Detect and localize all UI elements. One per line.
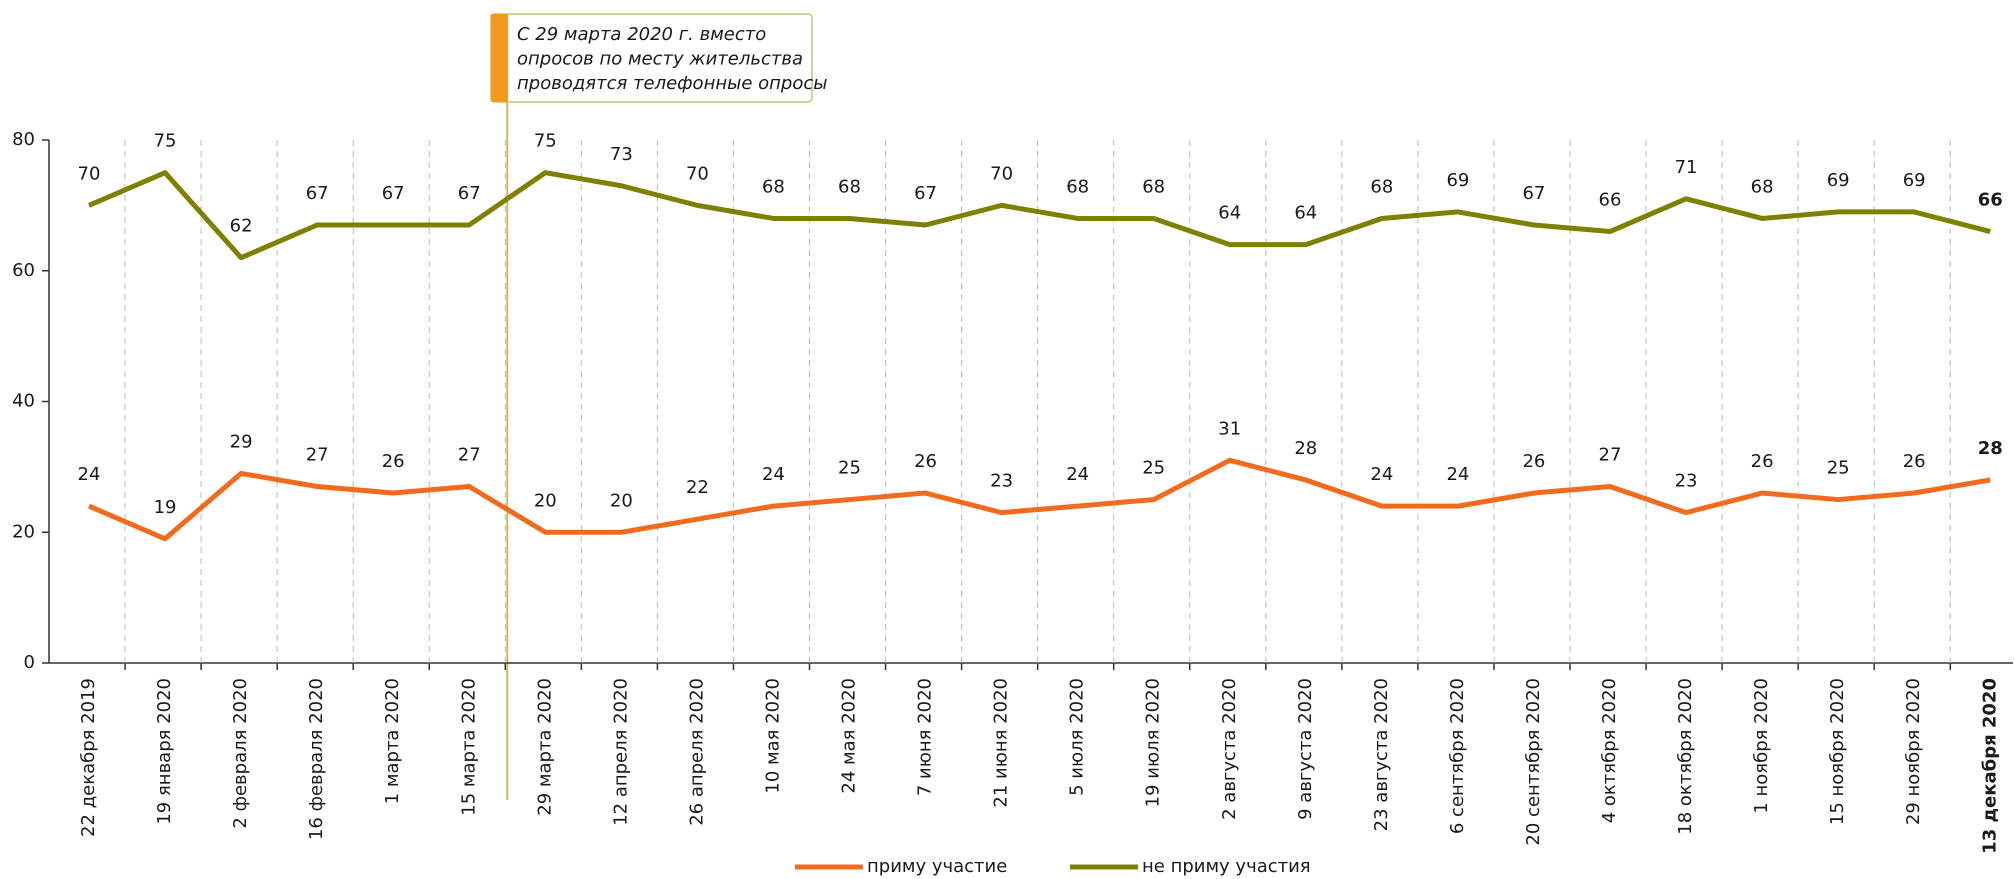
data-label: 24 bbox=[1370, 464, 1393, 485]
data-label: 28 bbox=[1978, 438, 2003, 459]
data-label: 24 bbox=[1066, 464, 1089, 485]
data-label: 26 bbox=[1903, 451, 1926, 472]
x-tick-label: 5 июля 2020 bbox=[1067, 678, 1088, 796]
data-label: 67 bbox=[914, 183, 937, 204]
data-label: 71 bbox=[1675, 157, 1698, 178]
x-tick-label: 19 января 2020 bbox=[154, 678, 175, 825]
data-label: 64 bbox=[1218, 203, 1241, 224]
annotation-text: проводятся телефонные опросы bbox=[517, 73, 827, 94]
x-tick-label: 2 февраля 2020 bbox=[230, 678, 251, 829]
data-label: 70 bbox=[990, 163, 1013, 184]
x-tick-label: 20 сентября 2020 bbox=[1523, 678, 1544, 846]
data-label: 25 bbox=[1142, 458, 1165, 479]
data-label: 75 bbox=[534, 131, 557, 152]
data-label: 69 bbox=[1446, 170, 1469, 191]
data-label: 69 bbox=[1827, 170, 1850, 191]
y-tick-label: 0 bbox=[24, 652, 35, 673]
data-label: 19 bbox=[154, 497, 177, 518]
x-tick-label: 22 декабря 2019 bbox=[78, 678, 99, 837]
data-label: 66 bbox=[1978, 190, 2003, 211]
x-tick-label: 15 марта 2020 bbox=[458, 678, 479, 816]
data-label: 67 bbox=[458, 183, 481, 204]
data-label: 64 bbox=[1294, 203, 1317, 224]
data-label: 26 bbox=[382, 451, 405, 472]
data-label: 20 bbox=[534, 490, 557, 511]
data-label: 27 bbox=[306, 444, 329, 465]
data-label: 23 bbox=[1675, 471, 1698, 492]
data-label: 22 bbox=[686, 477, 709, 498]
y-tick-label: 40 bbox=[12, 391, 35, 412]
y-tick-label: 60 bbox=[12, 260, 35, 281]
x-tick-label: 16 февраля 2020 bbox=[306, 678, 327, 840]
x-tick-label: 15 ноября 2020 bbox=[1827, 678, 1848, 825]
x-tick-label: 23 августа 2020 bbox=[1371, 678, 1392, 831]
data-label: 70 bbox=[78, 163, 101, 184]
data-label: 23 bbox=[990, 471, 1013, 492]
y-tick-label: 20 bbox=[12, 521, 35, 542]
x-tick-label: 29 марта 2020 bbox=[534, 678, 555, 816]
x-tick-label: 1 марта 2020 bbox=[382, 678, 403, 804]
x-tick-label: 26 апреля 2020 bbox=[686, 678, 707, 826]
data-label: 67 bbox=[382, 183, 405, 204]
x-tick-label: 10 мая 2020 bbox=[762, 678, 783, 794]
x-tick-label: 24 мая 2020 bbox=[839, 678, 860, 794]
data-label: 68 bbox=[1142, 176, 1165, 197]
data-label: 70 bbox=[686, 163, 709, 184]
x-tick-label: 2 августа 2020 bbox=[1219, 678, 1240, 820]
data-label: 69 bbox=[1903, 170, 1926, 191]
data-label: 26 bbox=[1751, 451, 1774, 472]
y-tick-label: 80 bbox=[12, 129, 35, 150]
data-label: 66 bbox=[1599, 190, 1622, 211]
data-label: 68 bbox=[838, 176, 861, 197]
data-label: 68 bbox=[1370, 176, 1393, 197]
data-label: 28 bbox=[1294, 438, 1317, 459]
x-tick-label: 7 июня 2020 bbox=[915, 678, 936, 796]
data-label: 27 bbox=[458, 444, 481, 465]
series-line bbox=[88, 170, 1991, 261]
data-label: 68 bbox=[1751, 176, 1774, 197]
legend-label: не приму участия bbox=[1142, 856, 1311, 877]
annotation-text: С 29 марта 2020 г. вместо bbox=[517, 24, 766, 45]
series-line bbox=[88, 457, 1991, 542]
data-label: 29 bbox=[230, 431, 253, 452]
x-tick-label: 12 апреля 2020 bbox=[610, 678, 631, 826]
x-tick-label: 19 июля 2020 bbox=[1143, 678, 1164, 807]
data-label: 75 bbox=[154, 131, 177, 152]
x-tick-label: 21 июня 2020 bbox=[991, 678, 1012, 808]
data-label: 68 bbox=[762, 176, 785, 197]
data-label: 25 bbox=[838, 458, 861, 479]
x-tick-label: 29 ноября 2020 bbox=[1903, 678, 1924, 825]
legend-label: приму участие bbox=[867, 856, 1007, 877]
data-label: 24 bbox=[1446, 464, 1469, 485]
x-tick-label: 4 октября 2020 bbox=[1599, 678, 1620, 823]
data-label: 62 bbox=[230, 216, 253, 237]
data-label: 26 bbox=[914, 451, 937, 472]
data-label: 27 bbox=[1599, 444, 1622, 465]
data-label: 31 bbox=[1218, 418, 1241, 439]
x-tick-label: 13 декабря 2020 bbox=[1979, 678, 2000, 854]
data-label: 20 bbox=[610, 490, 633, 511]
data-label: 68 bbox=[1066, 176, 1089, 197]
data-label: 24 bbox=[78, 464, 101, 485]
annotation-accent bbox=[491, 14, 508, 102]
data-label: 25 bbox=[1827, 458, 1850, 479]
x-tick-label: 6 сентября 2020 bbox=[1447, 678, 1468, 834]
data-label: 67 bbox=[1522, 183, 1545, 204]
data-label: 67 bbox=[306, 183, 329, 204]
annotation-text: опросов по месту жительства bbox=[517, 49, 803, 70]
x-tick-label: 1 ноября 2020 bbox=[1751, 678, 1772, 814]
x-tick-label: 9 августа 2020 bbox=[1295, 678, 1316, 820]
data-label: 73 bbox=[610, 144, 633, 165]
data-label: 26 bbox=[1522, 451, 1545, 472]
x-tick-label: 18 октября 2020 bbox=[1675, 678, 1696, 835]
data-label: 24 bbox=[762, 464, 785, 485]
